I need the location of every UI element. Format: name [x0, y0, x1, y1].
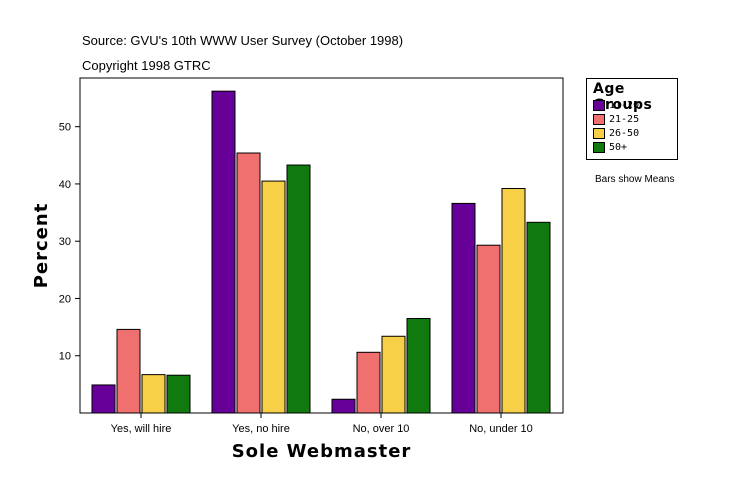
bar-50+-2 — [406, 318, 431, 414]
x-tick-label: No, under 10 — [469, 423, 533, 435]
legend-label: 21-25 — [609, 114, 640, 125]
bar-26-50-2 — [381, 335, 406, 414]
legend-swatch — [593, 114, 605, 125]
legend-label: 26-50 — [609, 128, 640, 139]
legend-item-26-50: 26-50 — [593, 127, 639, 140]
y-tick-label: 30 — [59, 236, 71, 248]
bar-26-50-1 — [261, 180, 286, 414]
y-tick-label: 40 — [59, 179, 71, 191]
legend-item-50-plus: 50+ — [593, 141, 627, 154]
legend-title: Age Groups — [593, 81, 653, 113]
bar-11-20-0 — [91, 384, 116, 414]
legend-swatch — [593, 142, 605, 153]
bar-11-20-3 — [451, 202, 476, 414]
bar-21-25-2 — [356, 351, 381, 414]
legend-label: 50+ — [609, 142, 628, 153]
bar-21-25-1 — [236, 152, 261, 414]
legend: Age Groups 11-20 21-25 26-50 50+ — [586, 78, 678, 160]
x-tick-label: No, over 10 — [353, 423, 410, 435]
y-tick-label: 20 — [59, 293, 71, 305]
bar-21-25-3 — [476, 244, 501, 414]
bar-26-50-3 — [501, 188, 526, 414]
y-tick-label: 50 — [59, 122, 71, 134]
legend-item-11-20: 11-20 — [593, 99, 639, 112]
legend-swatch — [593, 100, 605, 111]
x-tick-label: Yes, will hire — [111, 423, 172, 435]
bar-11-20-1 — [211, 90, 236, 414]
x-tick-label: Yes, no hire — [232, 423, 290, 435]
bar-11-20-2 — [331, 398, 356, 414]
legend-swatch — [593, 128, 605, 139]
bar-50+-0 — [166, 374, 191, 414]
bar-21-25-0 — [116, 328, 141, 414]
bar-50+-3 — [526, 221, 551, 414]
source-text: Source: GVU's 10th WWW User Survey (Octo… — [82, 33, 404, 48]
y-tick-label: 10 — [59, 351, 71, 363]
x-axis-label: Sole Webmaster — [232, 441, 412, 462]
bar-26-50-0 — [141, 374, 166, 414]
legend-item-21-25: 21-25 — [593, 113, 639, 126]
bar-50+-1 — [286, 164, 311, 414]
copyright-text: Copyright 1998 GTRC — [82, 58, 211, 73]
y-axis-label: Percent — [31, 203, 52, 289]
bars-note: Bars show Means — [595, 174, 675, 185]
legend-label: 11-20 — [609, 100, 640, 111]
